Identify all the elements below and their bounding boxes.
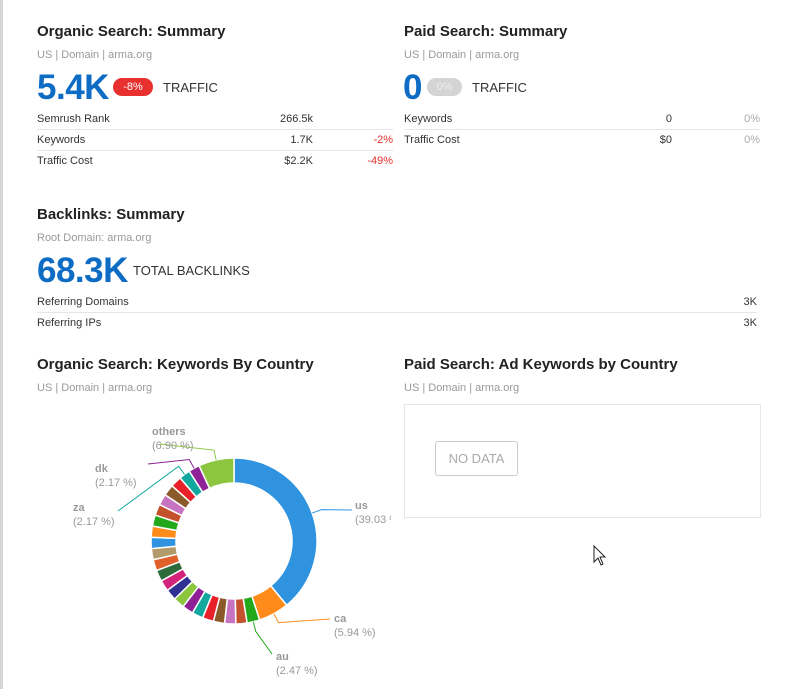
- organic-summary-subtitle: US | Domain | arma.org: [37, 49, 153, 61]
- keywords-by-country-donut-chart: us (39.03 %) ca (5.94 %) au (2.47 %) za (2.17 %…: [73, 426, 391, 677]
- donut-slice-others[interactable]: [198, 457, 235, 490]
- organic-summary-row-value: 266.5k: [279, 113, 313, 125]
- organic-by-country-title: Organic Search: Keywords By Country: [37, 356, 314, 373]
- slice-label-za: za: [73, 502, 86, 514]
- backlinks-title: Backlinks: Summary: [37, 206, 185, 223]
- slice-label-au: au: [276, 651, 289, 663]
- organic-summary-row: Keywords 1.7K -2%: [37, 130, 393, 151]
- paid-summary-subtitle: US | Domain | arma.org: [404, 49, 520, 61]
- paid-traffic-change-badge: 0%: [427, 78, 462, 96]
- leader-line-dk: [147, 458, 195, 469]
- paid-summary-row-label: Keywords: [404, 113, 453, 125]
- paid-by-country-chart-area: NO DATA: [404, 404, 761, 518]
- slice-percent-dk: (2.17 %): [95, 477, 137, 489]
- organic-traffic-change-badge: -8%: [113, 78, 153, 96]
- organic-summary-row-label: Traffic Cost: [37, 155, 93, 167]
- mouse-cursor-icon: [593, 545, 607, 566]
- organic-summary-title: Organic Search: Summary: [37, 23, 226, 40]
- organic-summary-row-change: -2%: [373, 134, 393, 146]
- slice-label-dk: dk: [95, 463, 109, 475]
- organic-traffic-label: TRAFFIC: [163, 80, 218, 95]
- organic-summary-row-label: Keywords: [37, 134, 86, 146]
- paid-summary-row-change: 0%: [744, 113, 760, 125]
- backlinks-subtitle: Root Domain: arma.org: [37, 232, 152, 244]
- organic-summary-row-label: Semrush Rank: [37, 113, 110, 125]
- slice-percent-ca: (5.94 %): [334, 627, 376, 639]
- backlinks-row: Referring Domains 3K: [37, 292, 757, 313]
- slice-label-us: us: [355, 500, 368, 512]
- paid-by-country-title: Paid Search: Ad Keywords by Country: [404, 356, 678, 373]
- leader-line-za: [117, 465, 185, 512]
- paid-summary-title: Paid Search: Summary: [404, 23, 568, 40]
- paid-summary-row: Keywords 0 0%: [404, 109, 760, 130]
- paid-summary-row: Traffic Cost $0 0%: [404, 130, 760, 151]
- backlinks-row: Referring IPs 3K: [37, 313, 757, 334]
- backlinks-row-label: Referring IPs: [37, 317, 102, 329]
- backlinks-row-value: 3K: [743, 317, 757, 329]
- organic-summary-row: Semrush Rank 266.5k: [37, 109, 393, 130]
- paid-traffic-label: TRAFFIC: [472, 80, 527, 95]
- backlinks-total-label: TOTAL BACKLINKS: [133, 263, 250, 278]
- slice-percent-us: (39.03 %): [355, 514, 391, 526]
- organic-by-country-subtitle: US | Domain | arma.org: [37, 382, 153, 394]
- leader-line-us: [311, 509, 353, 514]
- backlinks-row-value: 3K: [743, 296, 757, 308]
- leader-line-others: [159, 443, 217, 461]
- slice-label-ca: ca: [334, 613, 347, 625]
- paid-summary-row-change: 0%: [744, 134, 760, 146]
- paid-summary-row-label: Traffic Cost: [404, 134, 460, 146]
- slice-percent-others: (6.90 %): [152, 440, 194, 452]
- organic-summary-row-value: $2.2K: [284, 155, 313, 167]
- paid-summary-row-value: 0: [665, 113, 672, 125]
- slice-label-others: others: [152, 426, 186, 438]
- paid-summary-row-value: $0: [659, 134, 672, 146]
- organic-summary-row-change: -49%: [367, 155, 393, 167]
- backlinks-total-value: 68.3K: [37, 251, 128, 290]
- slice-percent-au: (2.47 %): [276, 665, 318, 677]
- paid-by-country-subtitle: US | Domain | arma.org: [404, 382, 520, 394]
- left-border: [0, 0, 3, 689]
- donut-slice-us[interactable]: [233, 457, 318, 607]
- slice-percent-za: (2.17 %): [73, 516, 115, 528]
- leader-line-au: [252, 621, 273, 655]
- organic-summary-row-value: 1.7K: [290, 134, 313, 146]
- backlinks-row-label: Referring Domains: [37, 296, 129, 308]
- leader-line-ca: [273, 613, 331, 624]
- paid-traffic-value: 0: [403, 68, 422, 107]
- organic-traffic-value: 5.4K: [37, 68, 109, 107]
- no-data-button[interactable]: NO DATA: [435, 441, 518, 476]
- organic-summary-row: Traffic Cost $2.2K -49%: [37, 151, 393, 172]
